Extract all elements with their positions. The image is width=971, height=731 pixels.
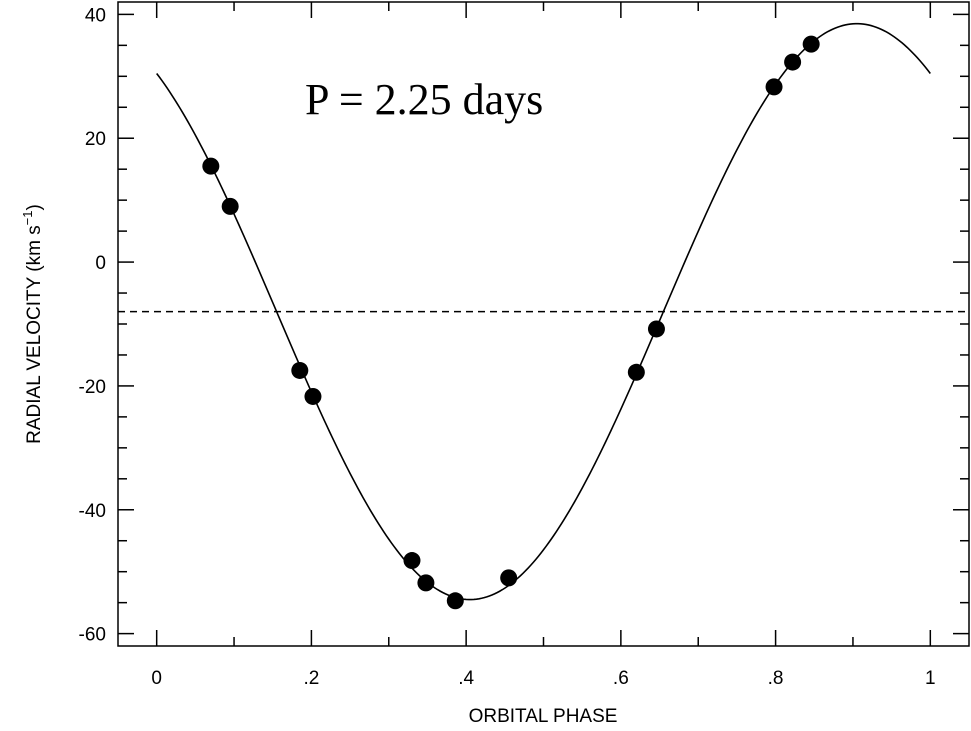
data-point: [417, 574, 435, 592]
y-tick-label: 40: [85, 5, 106, 26]
y-tick-label: 20: [85, 129, 106, 150]
data-points: [202, 35, 820, 610]
y-tick-label: 0: [95, 253, 106, 274]
data-point: [647, 320, 665, 338]
fit-curve: [156, 22, 931, 601]
data-point: [291, 361, 309, 379]
y-tick-label: -40: [79, 501, 106, 522]
y-axis-ticks: 40 20 0 -20 -40 -60: [79, 5, 969, 646]
data-point: [304, 387, 322, 405]
y-tick-label: -60: [79, 625, 106, 646]
y-axis-title-main: RADIAL VELOCITY (km s: [24, 225, 45, 444]
y-axis-title-close: ): [24, 204, 45, 210]
data-point: [784, 53, 802, 71]
data-point: [446, 592, 464, 610]
data-point: [627, 363, 645, 381]
x-tick-label: .6: [613, 668, 629, 689]
x-axis-title: ORBITAL PHASE: [469, 706, 618, 727]
x-tick-label: 1: [925, 668, 936, 689]
data-point: [403, 552, 421, 570]
data-point: [202, 157, 220, 175]
x-tick-label: 0: [151, 668, 162, 689]
x-tick-label: .4: [458, 668, 474, 689]
data-point: [221, 197, 239, 215]
x-tick-label: .2: [303, 668, 319, 689]
x-tick-label: .8: [768, 668, 784, 689]
x-axis-ticks: 0 .2 .4 .6 .8 1: [151, 2, 936, 689]
data-point: [765, 78, 783, 96]
y-tick-label: -20: [79, 377, 106, 398]
y-axis-title: RADIAL VELOCITY (km s−1): [20, 204, 45, 444]
period-annotation: P = 2.25 days: [305, 75, 543, 124]
y-axis-title-exponent: −1: [20, 210, 35, 225]
data-point: [802, 35, 820, 53]
data-point: [500, 569, 518, 587]
